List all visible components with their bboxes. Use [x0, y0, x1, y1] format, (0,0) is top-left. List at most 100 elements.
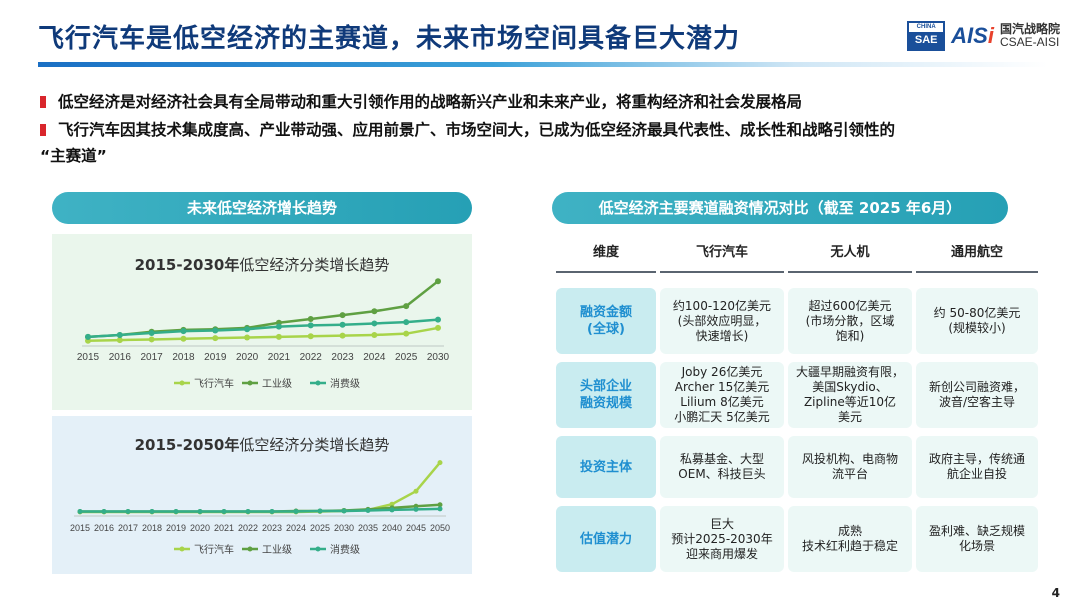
data-point: [341, 508, 347, 514]
x-tick-label: 2016: [109, 352, 132, 363]
table-header-dimension: 维度: [592, 245, 619, 260]
table-cell-text: 约 50-80亿美元 (规模较小): [933, 306, 1021, 335]
chart-2015-2030: 2015-2030年低空经济分类增长趋势 2015 2016 2017 2018 2019…: [52, 234, 472, 410]
table-header-general-aviation: 通用航空: [950, 245, 1003, 260]
x-tick-label: 2024: [286, 523, 306, 533]
bullet-item: 低空经济是对经济社会具有全局带动和重大引领作用的战略新兴产业和未来产业，将重构经…: [40, 88, 1050, 116]
data-point: [371, 320, 378, 327]
x-tick-label: 2020: [236, 352, 259, 363]
aisi-logo: AISi: [951, 23, 994, 49]
table-cell-text: 约100-120亿美元 (头部效应明显， 快速增长): [672, 298, 772, 343]
page-number: 4: [1051, 586, 1060, 600]
x-tick-label: 2022: [238, 523, 258, 533]
data-point: [149, 508, 155, 514]
x-tick-label: 2050: [430, 523, 450, 533]
data-point: [339, 321, 346, 328]
x-tick-label: 2021: [214, 523, 234, 533]
x-tick-label: 2017: [118, 523, 138, 533]
data-point: [125, 508, 131, 514]
chart-title-bold: 2015-2050年: [135, 436, 240, 454]
x-tick-label: 2022: [300, 352, 323, 363]
data-point: [269, 508, 275, 514]
bullet-text: 低空经济是对经济社会具有全局带动和重大引领作用的战略新兴产业和未来产业，将重构经…: [58, 93, 803, 111]
x-tick-label: 2015: [77, 352, 100, 363]
data-point: [403, 303, 410, 310]
row-label-valuation: 估值潜力: [556, 506, 656, 572]
data-point: [116, 331, 123, 338]
bullet-marker: [40, 96, 46, 108]
x-tick-label: 2030: [427, 352, 450, 363]
table-cell-text: Joby 26亿美元 Archer 15亿美元 Lilium 8亿美元 小鹏汇天…: [674, 365, 770, 424]
header-divider: [788, 271, 912, 273]
data-point: [212, 335, 219, 342]
logo-name-en: CSAE-AISI: [999, 35, 1060, 49]
data-point: [435, 278, 441, 285]
legend-swatch-dot: [315, 546, 321, 552]
data-point: [275, 323, 282, 330]
data-point: [437, 506, 443, 512]
data-point: [437, 460, 443, 466]
row-label-top-companies: 头部企业 融资规模: [556, 362, 656, 428]
series-line: [87, 318, 439, 339]
data-point: [275, 333, 282, 340]
legend-swatch-dot: [247, 546, 253, 552]
x-tick-label: 2040: [382, 523, 402, 533]
x-tick-label: 2024: [363, 352, 386, 363]
data-point: [389, 501, 395, 507]
chart-2015-2050: 2015-2050年低空经济分类增长趋势 2015 2016 2017 2018 2019…: [52, 416, 472, 574]
data-point: [212, 327, 219, 334]
data-point: [413, 506, 419, 512]
financing-comparison-table: 维度 飞行汽车 无人机 通用航空 融资金额 (全球) 约100-120亿美元 (…: [556, 236, 1038, 576]
chart-title-rest: 低空经济分类增长趋势: [239, 436, 389, 454]
china-sae-logo: CHINA SAE: [907, 21, 946, 51]
chart-title: 2015-2050年低空经济分类增长趋势: [135, 436, 390, 454]
x-tick-label: 2045: [406, 523, 426, 533]
legend-label: 飞行汽车: [194, 543, 234, 556]
legend-label: 工业级: [262, 378, 292, 390]
row-label-text: 估值潜力: [579, 531, 632, 547]
legend-label: 消费级: [330, 543, 360, 556]
table-cell-text: 新创公司融资难， 波音/空客主导: [928, 380, 1025, 409]
aisi-accent: i: [987, 23, 994, 48]
x-tick-label: 2035: [358, 523, 378, 533]
x-tick-label: 2018: [172, 352, 195, 363]
chart-title-rest: 低空经济分类增长趋势: [239, 256, 389, 274]
table-cell: Joby 26亿美元 Archer 15亿美元 Lilium 8亿美元 小鹏汇天…: [660, 362, 784, 428]
table-cell-text: 盈利难、缺乏规模 化场景: [928, 524, 1025, 553]
row-label-text: 融资金额 (全球): [579, 305, 632, 337]
series-line: [87, 326, 439, 342]
x-tick-label: 2018: [142, 523, 162, 533]
row-label-financing-amount: 融资金额 (全球): [556, 288, 656, 354]
chart-2015-2030-svg: 2015-2030年低空经济分类增长趋势 2015 2016 2017 2018 2019…: [77, 256, 450, 390]
table-cell-text: 巨大 预计2025-2030年 迎来商用爆发: [671, 516, 773, 561]
data-point: [307, 333, 314, 340]
bullet-list: 低空经济是对经济社会具有全局带动和重大引领作用的战略新兴产业和未来产业，将重构经…: [40, 88, 1050, 168]
row-label-text: 头部企业 融资规模: [579, 379, 632, 411]
data-point: [371, 331, 378, 338]
data-point: [245, 508, 251, 514]
legend-label: 消费级: [330, 377, 360, 390]
data-point: [293, 508, 299, 514]
x-tick-label: 2023: [331, 352, 354, 363]
data-point: [77, 508, 83, 514]
table-cell-text: 成熟 技术红利趋于稳定: [801, 524, 898, 553]
data-point: [307, 315, 314, 322]
left-section-header: 未来低空经济增长趋势: [52, 192, 472, 224]
chart-title: 2015-2030年低空经济分类增长趋势: [135, 256, 390, 274]
data-point: [403, 319, 410, 326]
x-tick-label: 2021: [268, 352, 291, 363]
header-divider: [556, 271, 656, 273]
data-point: [307, 322, 314, 329]
data-point: [413, 488, 419, 494]
table-header-flying-car: 飞行汽车: [695, 245, 748, 260]
logo: CHINA SAE AISi 国汽战略院 CSAE-AISI: [907, 20, 1060, 52]
table-cell: 政府主导，传统通 航企业自投: [916, 436, 1038, 498]
table-cell: 私募基金、大型 OEM、科技巨头: [660, 436, 784, 498]
table-cell: 约100-120亿美元 (头部效应明显， 快速增长): [660, 288, 784, 354]
data-point: [148, 330, 155, 337]
table-cell-text: 大疆早期融资有限， 美国Skydio、 Zipline等近10亿 美元: [795, 365, 904, 424]
x-tick-label: 2019: [166, 523, 186, 533]
legend-label: 飞行汽车: [194, 377, 234, 390]
page-title: 飞行汽车是低空经济的主赛道，未来市场空间具备巨大潜力: [38, 24, 741, 54]
table-cell-text: 风投机构、电商物 流平台: [801, 452, 898, 481]
